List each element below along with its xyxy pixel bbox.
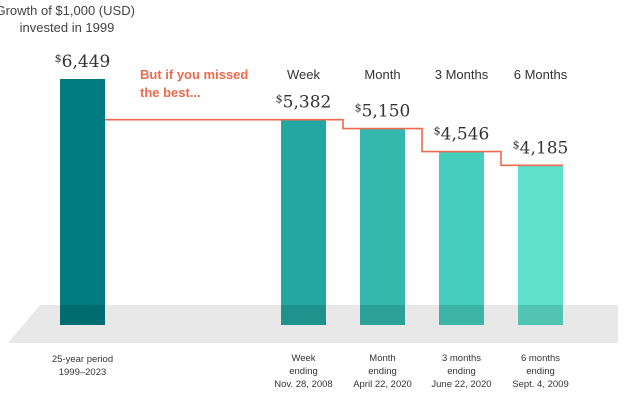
- value-label-1: $5,382: [276, 93, 332, 113]
- value-number-4: 4,185: [520, 138, 569, 158]
- bar-shadow-4: [518, 305, 563, 325]
- bar-0: [60, 79, 105, 325]
- chart-title-line-2: invested in 1999: [20, 20, 115, 35]
- x-label-3-2: June 22, 2020: [431, 379, 491, 390]
- chart-title: Growth of $1,000 (USD) invested in 1999: [0, 3, 139, 35]
- missed-annotation: But if you missed the best...: [140, 67, 252, 100]
- x-label-3-1: ending: [447, 366, 476, 377]
- value-currency-1: $: [276, 93, 283, 106]
- value-number-2: 5,150: [362, 102, 411, 122]
- bar-shadow-1: [281, 305, 326, 325]
- column-header-3: 3 Months: [435, 67, 489, 82]
- bar-4: [518, 165, 563, 325]
- x-label-0-1: 1999–2023: [59, 367, 107, 378]
- bar-shadow-0: [60, 305, 105, 325]
- x-label-4-0: 6 months: [521, 353, 560, 364]
- x-label-0-0: 25-year period: [52, 354, 113, 365]
- x-label-4-2: Sept. 4, 2009: [512, 379, 569, 390]
- bar-shadow-2: [360, 305, 405, 325]
- column-header-4: 6 Months: [514, 67, 568, 82]
- value-currency-2: $: [355, 102, 362, 115]
- value-currency-0: $: [55, 52, 62, 65]
- x-label-2-1: ending: [368, 366, 397, 377]
- column-header-2: Month: [364, 67, 400, 82]
- value-label-0: $6,449: [55, 52, 111, 72]
- x-label-1-0: Week: [291, 353, 315, 364]
- x-label-4-1: ending: [526, 366, 555, 377]
- missed-annotation-line-2: the best...: [140, 85, 201, 100]
- x-label-2-2: April 22, 2020: [353, 379, 412, 390]
- labels-layer: $6,449 25-year period 1999–2023 Week $5,382 W…: [52, 52, 569, 390]
- value-number-0: 6,449: [62, 52, 111, 72]
- bar-1: [281, 119, 326, 325]
- bar-3: [439, 151, 484, 325]
- bar-2: [360, 128, 405, 325]
- value-label-3: $4,546: [434, 125, 490, 145]
- x-label-2-0: Month: [369, 353, 395, 364]
- value-number-3: 4,546: [441, 125, 490, 145]
- bars-layer: [60, 79, 563, 325]
- x-label-1-1: ending: [289, 366, 318, 377]
- bar-shadow-3: [439, 305, 484, 325]
- missed-annotation-line-1: But if you missed: [140, 67, 248, 82]
- x-label-1-2: Nov. 28, 2008: [274, 379, 332, 390]
- value-currency-4: $: [513, 138, 520, 151]
- value-number-1: 5,382: [283, 93, 332, 113]
- column-header-1: Week: [287, 67, 320, 82]
- chart-title-line-1: Growth of $1,000 (USD): [0, 3, 135, 18]
- x-label-3-0: 3 months: [442, 353, 481, 364]
- value-label-2: $5,150: [355, 102, 411, 122]
- value-label-4: $4,185: [513, 138, 569, 158]
- step-line: [105, 118, 563, 167]
- value-currency-3: $: [434, 125, 441, 138]
